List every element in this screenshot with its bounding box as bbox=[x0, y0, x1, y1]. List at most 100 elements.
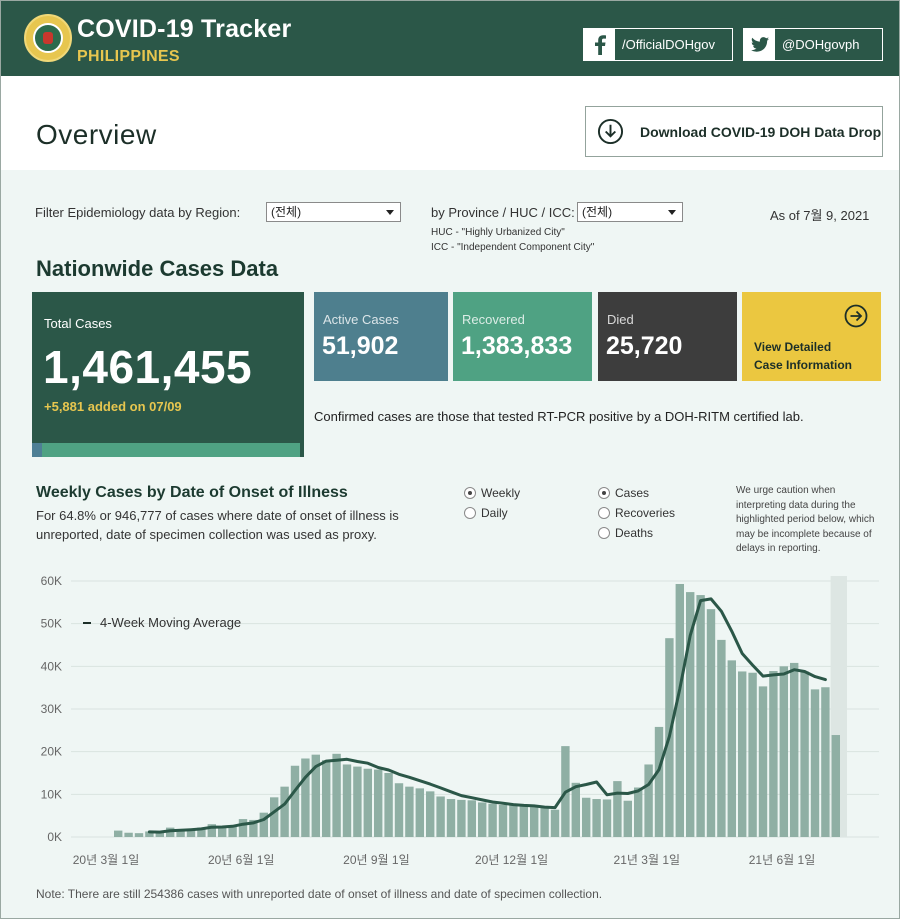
twitter-link[interactable]: @DOHgovph bbox=[743, 28, 883, 61]
caution-note: We urge caution when interpreting data d… bbox=[736, 485, 875, 555]
chart-bar bbox=[498, 805, 508, 837]
icc-note: ICC - "Independent Component City" bbox=[431, 242, 595, 253]
chart-bar bbox=[270, 797, 279, 837]
y-tick-label: 50K bbox=[41, 617, 62, 631]
chart-bar bbox=[384, 773, 393, 837]
chart-footnote: Note: There are still 254386 cases with … bbox=[36, 887, 603, 901]
view-detailed-line-1: View Detailed bbox=[754, 340, 832, 354]
confirmed-cases-note: Confirmed cases are those that tested RT… bbox=[314, 409, 804, 424]
weekly-chart-description: For 64.8% or 946,777 of cases where date… bbox=[36, 508, 399, 542]
chart-bar bbox=[727, 660, 736, 837]
download-data-drop-button[interactable]: Download COVID-19 DOH Data Drop bbox=[585, 106, 883, 157]
died-value: 25,720 bbox=[606, 332, 683, 360]
chart-bar bbox=[332, 753, 341, 837]
chart-bar bbox=[758, 686, 768, 837]
chart-bar bbox=[696, 595, 705, 837]
chart-bar bbox=[155, 831, 164, 837]
radio-deaths[interactable]: Deaths bbox=[598, 526, 653, 540]
chart-bar bbox=[675, 583, 684, 837]
huc-note: HUC - "Highly Urbanized City" bbox=[431, 227, 565, 238]
x-tick-label: 20년 6월 1일 bbox=[208, 853, 274, 867]
facebook-link[interactable]: /OfficialDOHgov bbox=[583, 28, 733, 61]
view-detailed-case-button[interactable]: View Detailed Case Information bbox=[742, 292, 881, 381]
chart-bar bbox=[249, 819, 258, 837]
chart-bar bbox=[218, 826, 227, 837]
y-tick-label: 20K bbox=[41, 745, 62, 759]
chart-bar bbox=[145, 831, 154, 837]
chart-bar bbox=[467, 800, 476, 837]
region-select[interactable]: (전체) bbox=[266, 202, 401, 222]
chart-bar bbox=[446, 799, 456, 837]
x-tick-label: 20년 9월 1일 bbox=[343, 853, 409, 867]
chart-bar bbox=[134, 833, 144, 837]
died-label: Died bbox=[607, 312, 634, 327]
facebook-icon bbox=[584, 29, 615, 60]
chart-bar bbox=[197, 827, 206, 837]
chart-bar bbox=[540, 807, 549, 837]
radio-weekly-label: Weekly bbox=[481, 486, 521, 500]
chart-bar bbox=[415, 788, 424, 837]
chart-bar bbox=[602, 799, 612, 837]
chart-bar bbox=[478, 802, 487, 837]
total-breakdown-bar-active bbox=[32, 443, 42, 457]
y-tick-label: 30K bbox=[41, 702, 62, 716]
chart-bar bbox=[717, 639, 726, 837]
weekly-cases-chart: 0K 10K 20K 30K 40K 50K 60K 20년 3월 1일 20년 6월 1일 20… bbox=[41, 574, 879, 867]
radio-unselected-icon bbox=[598, 527, 610, 539]
y-tick-label: 60K bbox=[41, 574, 62, 588]
chart-bar bbox=[509, 805, 518, 837]
radio-unselected-icon bbox=[598, 507, 610, 519]
chart-bar bbox=[124, 832, 133, 837]
chart-bar bbox=[363, 768, 372, 837]
as-of-date: As of 7월 9, 2021 bbox=[770, 208, 870, 223]
radio-unselected-icon bbox=[464, 507, 476, 519]
chart-bar bbox=[436, 796, 445, 837]
chart-bar bbox=[738, 671, 747, 837]
x-tick-label: 21년 6월 1일 bbox=[749, 853, 815, 867]
radio-recoveries[interactable]: Recoveries bbox=[598, 506, 675, 520]
x-tick-label: 21년 3월 1일 bbox=[614, 853, 680, 867]
chart-bar bbox=[571, 782, 580, 837]
chart-bar bbox=[228, 826, 237, 837]
download-icon bbox=[597, 118, 624, 145]
arrow-right-circle-icon bbox=[844, 304, 868, 328]
chart-bar bbox=[769, 671, 778, 837]
radio-weekly[interactable]: Weekly bbox=[464, 486, 520, 500]
chart-bar bbox=[186, 829, 196, 837]
chart-bar bbox=[800, 671, 809, 837]
chart-bar bbox=[322, 760, 331, 837]
y-tick-label: 40K bbox=[41, 659, 62, 673]
chart-bar bbox=[238, 819, 248, 837]
chart-bar bbox=[353, 766, 362, 837]
recovered-value: 1,383,833 bbox=[461, 332, 573, 360]
died-card: Died 25,720 bbox=[598, 292, 737, 381]
active-cases-card: Active Cases 51,902 bbox=[314, 292, 448, 381]
total-cases-label: Total Cases bbox=[44, 316, 112, 331]
active-cases-label: Active Cases bbox=[323, 312, 399, 327]
view-detailed-label: View Detailed Case Information bbox=[754, 338, 874, 374]
chart-bar bbox=[280, 786, 289, 837]
chart-bar bbox=[519, 806, 528, 837]
chart-bar bbox=[821, 687, 830, 837]
x-tick-label: 20년 12월 1일 bbox=[475, 853, 548, 867]
chart-bar bbox=[748, 672, 757, 837]
view-detailed-line-2: Case Information bbox=[754, 358, 853, 372]
chart-bar bbox=[654, 726, 664, 837]
chart-bar bbox=[114, 830, 123, 837]
legend-label: 4-Week Moving Average bbox=[100, 615, 241, 630]
moving-average-line bbox=[147, 597, 827, 834]
chart-bar bbox=[790, 662, 799, 837]
chevron-down-icon bbox=[386, 210, 394, 215]
chart-bar bbox=[488, 803, 497, 837]
chart-bar bbox=[634, 787, 643, 837]
radio-cases[interactable]: Cases bbox=[598, 486, 649, 500]
chart-bar bbox=[810, 689, 820, 837]
app-title: COVID-19 Tracker bbox=[77, 15, 292, 43]
radio-daily[interactable]: Daily bbox=[464, 506, 508, 520]
total-breakdown-bar-recovered bbox=[42, 443, 300, 457]
chart-bar bbox=[706, 609, 716, 837]
chart-bar bbox=[405, 786, 414, 837]
province-select[interactable]: (전체) bbox=[577, 202, 683, 222]
chart-bar bbox=[831, 735, 840, 837]
chart-bar bbox=[426, 791, 435, 837]
